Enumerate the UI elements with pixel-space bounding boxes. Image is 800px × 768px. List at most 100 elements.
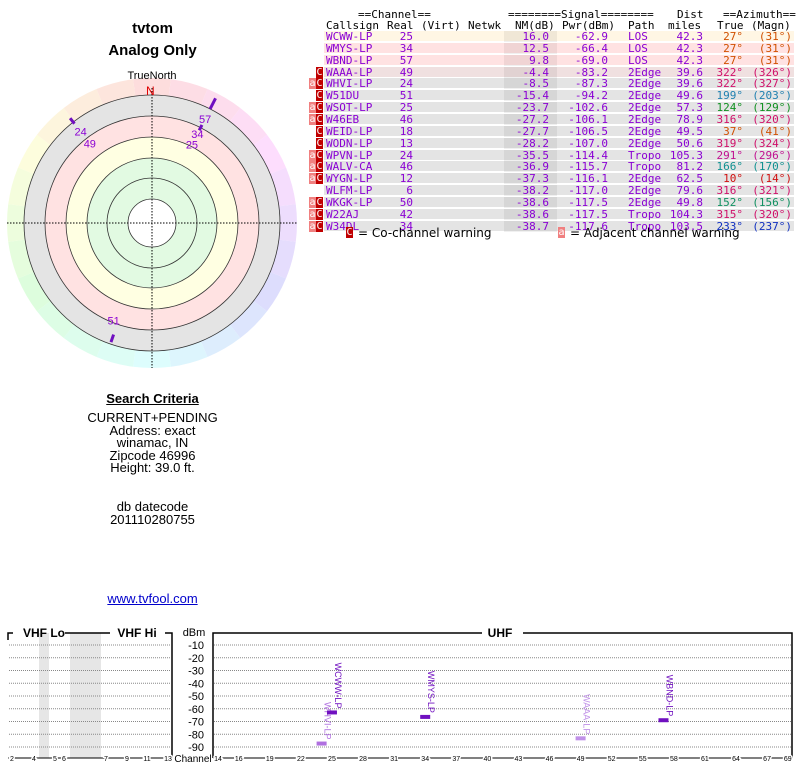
adjacent-warning-badge: a <box>309 102 316 114</box>
vhf-tick-label: 13 <box>164 756 172 763</box>
real-channel: 57 <box>399 53 413 67</box>
azimuth-true: 10° <box>723 172 743 186</box>
nm-db: -27.7 <box>515 124 549 138</box>
col-magn: (Magn) <box>751 19 791 32</box>
pwr-dbm: -94.2 <box>574 89 608 103</box>
search-criteria-lines: CURRENT+PENDING Address: exact winamac, … <box>0 411 305 475</box>
path: LOS <box>628 41 648 55</box>
azimuth-magn: (31°) <box>758 53 792 67</box>
pwr-dbm: -102.6 <box>568 101 608 115</box>
table-row[interactable]: WPVN-LP 24 -35.5 -114.4 Tropo 105.3 291° (296°) <box>324 148 794 162</box>
table-row[interactable]: WODN-LP 13 -28.2 -107.0 2Edge 50.6 319° (324°) <box>324 136 794 150</box>
uhf-tick-label: 43 <box>515 756 523 763</box>
azimuth-magn: (31°) <box>758 41 792 55</box>
uhf-tick-label: 52 <box>608 756 616 763</box>
callsign: WODN-LP <box>326 136 373 150</box>
azimuth-magn: (327°) <box>752 77 792 91</box>
adjacent-warning-badge: a <box>309 220 316 232</box>
azimuth-true: 233° <box>716 219 744 233</box>
real-channel: 24 <box>399 148 413 162</box>
co-channel-warning-badge: C <box>316 161 323 173</box>
co-channel-warning-badge: C <box>316 208 323 220</box>
callsign: WBND-LP <box>326 53 373 67</box>
table-row[interactable]: WBND-LP 57 9.8 -69.0 LOS 42.3 27° (31°) <box>324 53 794 67</box>
azimuth-magn: (41°) <box>758 124 792 138</box>
azimuth-true: 316° <box>716 112 744 126</box>
table-row[interactable]: W51DU 51 -15.4 -94.2 2Edge 49.6 199° (203°) <box>324 89 794 103</box>
table-row[interactable]: WKGK-LP 50 -38.6 -117.5 2Edge 49.8 152° (156°) <box>324 195 794 209</box>
real-channel: 34 <box>399 219 413 233</box>
real-channel: 6 <box>406 184 413 198</box>
callsign: WHVI-LP <box>326 77 373 91</box>
co-channel-warning-badge: C <box>316 220 323 232</box>
nm-db: -36.9 <box>515 160 549 174</box>
co-channel-warning-badge: C <box>316 196 323 208</box>
uhf-tick-label: 55 <box>639 756 647 763</box>
table-row[interactable]: WHVI-LP 24 -8.5 -87.3 2Edge 39.6 322° (327°) <box>324 77 794 91</box>
uhf-tick-label: 58 <box>670 756 678 763</box>
adjacent-warning-badge: a <box>309 196 316 208</box>
table-row[interactable]: WYGN-LP 12 -37.3 -116.1 2Edge 62.5 10° (14°) <box>324 172 794 186</box>
path: 2Edge <box>628 112 662 126</box>
distance: 39.6 <box>676 65 704 79</box>
real-channel: 24 <box>399 77 413 91</box>
uhf-label: UHF <box>488 626 513 640</box>
uhf-tick-label: 61 <box>701 756 709 763</box>
path: 2Edge <box>628 77 662 91</box>
azimuth-true: 27° <box>723 41 743 55</box>
table-row[interactable]: WAAA-LP 49 -4.4 -83.2 2Edge 39.6 322° (326°) <box>324 65 794 79</box>
table-row[interactable]: W22AJ 42 -38.6 -117.5 Tropo 104.3 315° (320°) <box>324 207 794 221</box>
col-true: True <box>717 19 744 32</box>
path: 2Edge <box>628 65 662 79</box>
pwr-dbm: -69.0 <box>574 53 608 67</box>
table-row[interactable]: WLFM-LP 6 -38.2 -117.0 2Edge 79.6 316° (321°) <box>324 184 794 198</box>
col-callsign: Callsign <box>326 19 379 32</box>
table-row[interactable]: WSOT-LP 25 -23.7 -102.6 2Edge 57.3 124° (129°) <box>324 101 794 115</box>
pwr-dbm: -114.4 <box>568 148 608 162</box>
table-row[interactable]: WMYS-LP 34 12.5 -66.4 LOS 42.3 27° (31°) <box>324 41 794 55</box>
y-tick-label: -70 <box>188 717 204 729</box>
nm-db: -8.5 <box>522 77 550 91</box>
nm-db: -38.7 <box>515 219 549 233</box>
pwr-dbm: -117.6 <box>568 219 608 233</box>
azimuth-magn: (326°) <box>752 65 792 79</box>
spectrum-chart: -10-20-30-40-50-60-70-80-902 4 5 6 7 9 11 13 14 1… <box>7 626 793 765</box>
co-channel-warning-badge: C <box>316 125 323 137</box>
signal-group-header: ========Signal======== <box>508 8 654 21</box>
nm-db: 9.8 <box>529 53 549 67</box>
table-row[interactable]: WEID-LP 18 -27.7 -106.5 2Edge 49.5 37° (41°) <box>324 124 794 138</box>
distance: 42.3 <box>676 53 704 67</box>
azimuth-magn: (129°) <box>752 101 792 115</box>
distance: 104.3 <box>669 207 703 221</box>
nm-db: -27.2 <box>515 112 549 126</box>
uhf-tick-label: 64 <box>732 756 740 763</box>
col-path: Path <box>628 19 655 32</box>
azimuth-group-header: ==Azimuth== <box>723 8 796 21</box>
channel-axis-label: Channel <box>174 754 211 765</box>
nm-db: -38.2 <box>515 184 549 198</box>
station-bearing-label: 34 <box>191 129 203 141</box>
azimuth-true: 319° <box>716 136 744 150</box>
distance: 49.6 <box>676 89 704 103</box>
uhf-tick-label: 37 <box>452 756 460 763</box>
callsign: W46EB <box>326 112 360 126</box>
real-channel: 25 <box>399 30 413 43</box>
callsign: W34DL <box>326 219 360 233</box>
tvfool-link[interactable]: www.tvfool.com <box>107 591 198 606</box>
uhf-tick-label: 25 <box>328 756 336 763</box>
distance: 105.3 <box>669 148 703 162</box>
vhf-tick-label: 11 <box>143 756 150 763</box>
nm-db: -38.6 <box>515 195 549 209</box>
table-row[interactable]: WCWW-LP 25 16.0 -62.9 LOS 42.3 27° (31°) <box>324 31 794 42</box>
real-channel: 50 <box>399 195 413 209</box>
table-row[interactable]: WALV-CA 46 -36.9 -115.7 Tropo 81.2 166° (170°) <box>324 160 794 174</box>
callsign: WSOT-LP <box>326 101 373 115</box>
azimuth-true: 291° <box>716 148 744 162</box>
table-row[interactable]: W46EB 46 -27.2 -106.1 2Edge 78.9 316° (320°) <box>324 112 794 126</box>
vhf-tick-label: 7 <box>104 756 108 763</box>
azimuth-magn: (296°) <box>752 148 792 162</box>
nm-db: -15.4 <box>515 89 549 103</box>
criteria-line: Address: exact <box>109 422 196 438</box>
azimuth-magn: (14°) <box>758 172 792 186</box>
